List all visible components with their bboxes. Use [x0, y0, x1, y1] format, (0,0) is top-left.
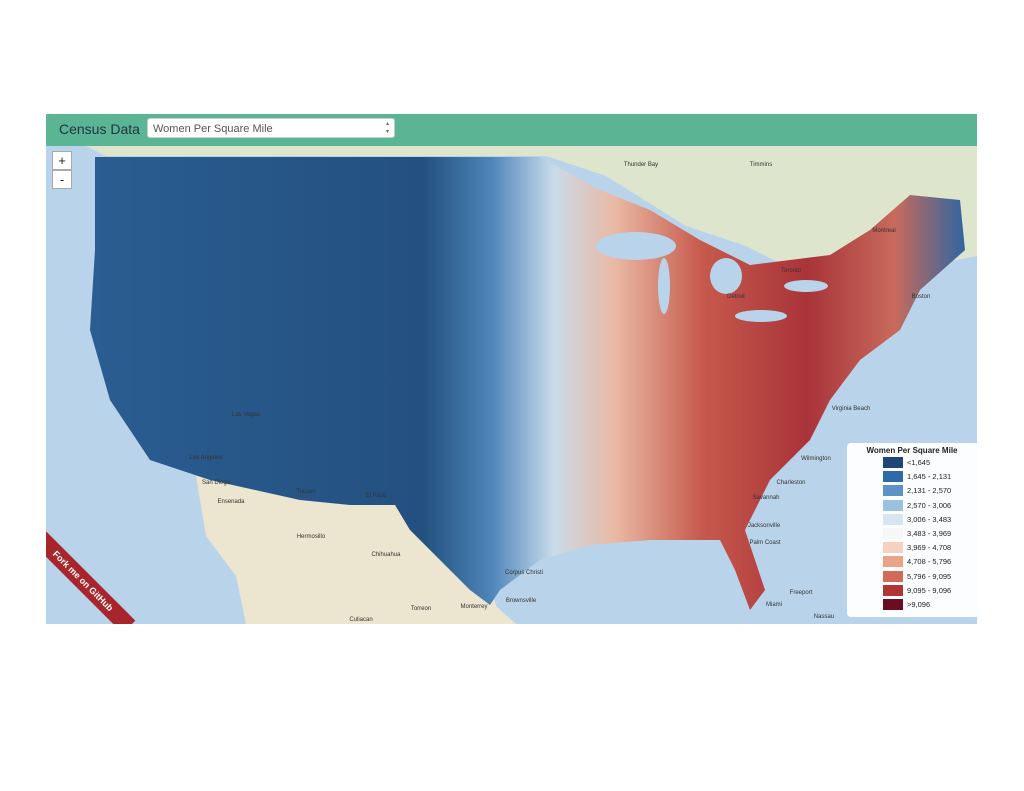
place-label: Las Vegas [232, 412, 260, 418]
zoom-in-button[interactable]: + [52, 151, 72, 170]
place-label: Savannah [752, 495, 779, 501]
place-label: Montreal [872, 228, 895, 234]
place-label: Boston [912, 294, 931, 300]
canada [46, 146, 977, 296]
legend-label: 1,645 - 2,131 [907, 472, 952, 482]
legend-item: 2,131 - 2,570 [883, 485, 952, 497]
legend-swatch [883, 599, 903, 610]
legend: Women Per Square Mile <1,645 1,645 - 2,13… [847, 443, 977, 617]
legend-item: 3,006 - 3,483 [883, 513, 952, 525]
legend-label: 2,131 - 2,570 [907, 486, 952, 496]
legend-swatch [883, 471, 903, 483]
place-label: Thunder Bay [624, 162, 658, 168]
legend-swatch [883, 570, 903, 582]
place-label: Wilmington [801, 456, 831, 462]
place-label: Jacksonville [748, 523, 781, 529]
legend-item: 9,095 - 9,096 [883, 584, 952, 596]
lake [735, 310, 787, 322]
lake [710, 258, 742, 294]
place-label: Monterrey [460, 604, 487, 610]
legend-swatch [883, 584, 903, 596]
app-title: Census Data [59, 121, 140, 137]
place-label: Charleston [776, 480, 805, 486]
legend-item: <1,645 [883, 457, 930, 468]
legend-label: <1,645 [907, 458, 931, 467]
place-label: Tucson [296, 489, 315, 495]
place-label: El Paso [366, 493, 387, 499]
place-label: Timmins [750, 162, 772, 168]
map: Thunder Bay Timmins Montreal Toronto Bos… [46, 146, 977, 624]
legend-swatch [883, 528, 903, 539]
legend-label: 2,570 - 3,006 [907, 500, 952, 510]
place-label: Ensenada [217, 499, 245, 505]
legend-swatch [883, 457, 903, 468]
legend-swatch [883, 499, 903, 511]
legend-item: 5,796 - 9,095 [883, 570, 952, 582]
legend-label: 5,796 - 9,095 [907, 571, 952, 581]
legend-label: 3,006 - 3,483 [907, 514, 952, 524]
legend-swatch [883, 542, 903, 554]
united-states [90, 157, 965, 610]
place-label: Detroit [727, 294, 745, 300]
legend-swatch [883, 513, 903, 525]
legend-label: 3,969 - 4,708 [907, 543, 952, 553]
legend-title: Women Per Square Mile [866, 446, 958, 455]
legend-label: >9,096 [907, 600, 931, 609]
lake [596, 232, 676, 260]
legend-item: 2,570 - 3,006 [883, 499, 952, 511]
zoom-out-button[interactable]: - [52, 170, 72, 189]
place-label: Chihuahua [371, 552, 401, 558]
app: Census Data Women Per Square Mile Thunde… [46, 114, 977, 624]
place-label: Corpus Christi [505, 570, 543, 576]
legend-item: 1,645 - 2,131 [883, 471, 952, 483]
place-label: San Diego [202, 480, 231, 486]
legend-item: >9,096 [883, 599, 930, 610]
legend-swatch [883, 485, 903, 497]
legend-item: 3,483 - 3,969 [883, 528, 951, 539]
legend-label: 9,095 - 9,096 [907, 585, 952, 595]
legend-label: 4,708 - 5,796 [907, 557, 952, 567]
legend-item: 4,708 - 5,796 [883, 556, 952, 568]
mexico [196, 476, 516, 624]
layer-select[interactable]: Women Per Square Mile [147, 118, 395, 138]
legend-swatch [883, 556, 903, 568]
place-label: Culiacan [349, 617, 372, 623]
place-label: Miami [766, 602, 782, 608]
place-label: Los Angeles [190, 455, 223, 461]
place-label: Torreon [411, 606, 431, 612]
legend-item: 3,969 - 4,708 [883, 542, 952, 554]
place-label: Palm Coast [749, 540, 780, 546]
place-label: Toronto [781, 268, 802, 274]
place-label: Hermosillo [297, 534, 326, 540]
header-bar: Census Data Women Per Square Mile [46, 114, 977, 146]
lake [784, 280, 828, 292]
place-label: Freeport [790, 590, 813, 596]
legend-label: 3,483 - 3,969 [907, 529, 952, 538]
place-label: Virginia Beach [832, 406, 871, 412]
lake [658, 258, 670, 314]
place-label: Brownsville [506, 598, 537, 604]
place-label: Nassau [814, 614, 834, 620]
